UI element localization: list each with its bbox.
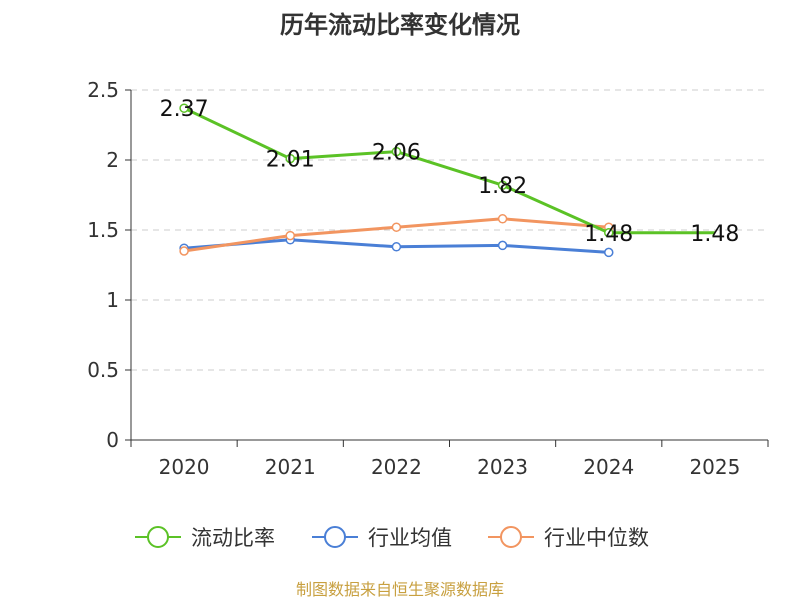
data-label: 1.82 <box>478 174 527 199</box>
x-tick-label: 2022 <box>371 455 422 479</box>
y-tick-label: 2.5 <box>87 78 119 102</box>
y-tick-label: 1 <box>106 288 119 312</box>
x-tick-label: 2023 <box>477 455 528 479</box>
x-tick-label: 2025 <box>689 455 740 479</box>
series-point <box>391 222 402 232</box>
x-tick-label: 2021 <box>265 455 316 479</box>
chart-title: 历年流动比率变化情况 <box>280 11 520 39</box>
series-point <box>391 146 402 157</box>
series-line <box>183 106 715 235</box>
data-labels: 2.37 2.01 2.06 1.82 1.48 1.48 <box>160 97 740 247</box>
data-label: 1.48 <box>690 222 739 247</box>
legend-marker <box>324 526 346 548</box>
legend-item[interactable]: 行业中位数 <box>488 526 649 550</box>
legend-item[interactable]: 流动比率 <box>135 526 275 550</box>
data-label: 1.48 <box>584 222 633 247</box>
x-tick-label: 2020 <box>159 455 210 479</box>
y-tick-label: 0 <box>106 428 119 452</box>
data-label: 2.06 <box>372 141 421 166</box>
y-tick-label: 2 <box>106 148 119 172</box>
series-point <box>604 228 614 238</box>
legend-item[interactable]: 行业均值 <box>312 526 452 550</box>
data-label: 2.01 <box>266 148 315 173</box>
legend[interactable]: 流动比率 行业均值 行业中位数 <box>135 526 649 550</box>
series-point <box>179 246 189 256</box>
series-point <box>497 180 508 190</box>
series <box>179 103 715 258</box>
legend-label: 流动比率 <box>191 526 275 550</box>
y-tick-label: 0.5 <box>87 358 119 382</box>
series-point <box>391 242 402 252</box>
series-point <box>497 214 508 224</box>
series-point <box>285 230 295 241</box>
y-tick-label: 1.5 <box>87 218 119 242</box>
data-label: 2.37 <box>160 97 209 122</box>
legend-label: 行业中位数 <box>544 526 649 550</box>
series-point <box>179 103 189 113</box>
legend-marker <box>500 526 522 548</box>
series-point <box>497 240 508 251</box>
source-note: 制图数据来自恒生聚源数据库 <box>296 580 504 599</box>
x-tick-label: 2024 <box>583 455 634 479</box>
grid <box>131 89 768 371</box>
series-point <box>604 247 614 258</box>
series-point <box>285 153 295 164</box>
legend-marker <box>147 526 169 548</box>
axes: 0 0.5 1 1.5 2 2.5 2020 2021 2022 2023 2024 2025 <box>87 78 769 479</box>
legend-label: 行业均值 <box>368 526 452 550</box>
